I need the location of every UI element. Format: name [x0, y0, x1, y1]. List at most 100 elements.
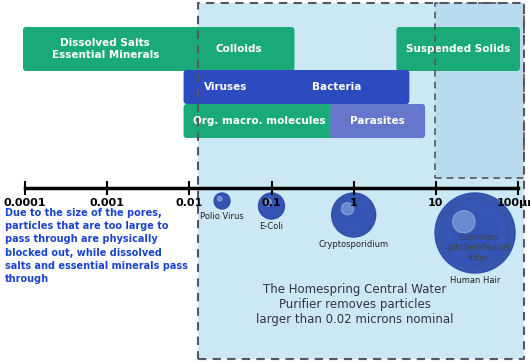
- Circle shape: [219, 198, 225, 204]
- Circle shape: [341, 203, 366, 227]
- Circle shape: [214, 193, 230, 209]
- Circle shape: [351, 213, 356, 217]
- FancyBboxPatch shape: [183, 27, 295, 71]
- Circle shape: [259, 193, 284, 219]
- Circle shape: [337, 199, 370, 232]
- Circle shape: [344, 205, 364, 225]
- Circle shape: [449, 207, 501, 259]
- Circle shape: [261, 196, 282, 216]
- Circle shape: [218, 197, 226, 205]
- Circle shape: [341, 203, 354, 215]
- Text: 100μm: 100μm: [497, 198, 530, 208]
- Circle shape: [471, 229, 479, 237]
- Circle shape: [467, 225, 483, 241]
- Bar: [435, 3, 524, 178]
- Circle shape: [262, 196, 281, 216]
- Circle shape: [220, 199, 224, 203]
- Circle shape: [218, 197, 226, 205]
- Circle shape: [332, 193, 376, 237]
- Circle shape: [264, 199, 271, 206]
- FancyBboxPatch shape: [396, 27, 520, 71]
- Circle shape: [445, 203, 505, 263]
- Circle shape: [332, 193, 376, 237]
- Text: 1: 1: [350, 198, 358, 208]
- Circle shape: [269, 203, 274, 209]
- Circle shape: [337, 199, 370, 232]
- Text: Cryptosporidium: Cryptosporidium: [319, 240, 388, 249]
- Circle shape: [262, 196, 281, 216]
- Text: Parasites: Parasites: [350, 116, 405, 126]
- Circle shape: [266, 201, 277, 211]
- Circle shape: [270, 204, 273, 208]
- Text: Suspended Solids: Suspended Solids: [406, 44, 510, 54]
- Circle shape: [447, 205, 503, 261]
- Text: Colloids: Colloids: [216, 44, 262, 54]
- Circle shape: [259, 193, 285, 219]
- Circle shape: [334, 195, 374, 235]
- Circle shape: [264, 198, 279, 214]
- Circle shape: [437, 195, 513, 271]
- Circle shape: [346, 207, 361, 223]
- Circle shape: [268, 203, 275, 209]
- FancyBboxPatch shape: [330, 104, 425, 138]
- Text: Polio Virus: Polio Virus: [200, 212, 244, 221]
- Circle shape: [435, 193, 515, 273]
- Circle shape: [220, 199, 224, 203]
- Circle shape: [217, 196, 227, 206]
- Circle shape: [215, 193, 229, 209]
- Circle shape: [333, 194, 375, 236]
- Circle shape: [439, 197, 511, 269]
- FancyBboxPatch shape: [183, 104, 334, 138]
- Circle shape: [443, 201, 507, 265]
- Circle shape: [453, 211, 475, 233]
- Circle shape: [345, 206, 363, 224]
- Circle shape: [350, 212, 357, 218]
- Circle shape: [340, 202, 367, 228]
- Circle shape: [349, 211, 358, 219]
- FancyBboxPatch shape: [264, 70, 409, 104]
- Circle shape: [260, 195, 282, 217]
- Circle shape: [271, 205, 272, 207]
- Text: 0.01: 0.01: [176, 198, 203, 208]
- Circle shape: [453, 211, 497, 255]
- Circle shape: [216, 195, 228, 207]
- Circle shape: [266, 200, 277, 212]
- Circle shape: [343, 204, 365, 226]
- Text: Dissolved Salts
Essential Minerals: Dissolved Salts Essential Minerals: [51, 38, 159, 60]
- Circle shape: [461, 219, 489, 247]
- Circle shape: [445, 203, 505, 263]
- Circle shape: [348, 209, 359, 220]
- Text: Human Hair: Human Hair: [450, 276, 500, 285]
- FancyBboxPatch shape: [183, 70, 268, 104]
- Circle shape: [260, 194, 283, 218]
- Circle shape: [216, 195, 227, 207]
- Circle shape: [217, 196, 227, 206]
- Circle shape: [221, 200, 223, 202]
- Circle shape: [473, 231, 477, 235]
- Circle shape: [347, 208, 360, 221]
- Text: Due to the size of the pores,
particles that are too large to
pass through are p: Due to the size of the pores, particles …: [5, 208, 188, 284]
- Text: Bacteria: Bacteria: [312, 82, 361, 92]
- Text: E-Coli: E-Coli: [260, 222, 284, 231]
- Circle shape: [215, 194, 229, 208]
- Circle shape: [469, 227, 481, 239]
- Text: 0.1: 0.1: [262, 198, 281, 208]
- Text: Org. macro. molecules: Org. macro. molecules: [192, 116, 325, 126]
- Circle shape: [441, 199, 509, 267]
- Circle shape: [267, 201, 276, 211]
- Text: Common
pitcher/faucet
filter: Common pitcher/faucet filter: [447, 233, 511, 263]
- Text: 10: 10: [428, 198, 444, 208]
- Circle shape: [217, 196, 222, 201]
- Text: Viruses: Viruses: [204, 82, 248, 92]
- Circle shape: [215, 194, 229, 208]
- Circle shape: [455, 213, 495, 253]
- Circle shape: [259, 193, 285, 219]
- Circle shape: [216, 195, 228, 207]
- Circle shape: [435, 193, 515, 273]
- FancyBboxPatch shape: [23, 27, 188, 71]
- Circle shape: [264, 199, 279, 213]
- Bar: [198, 3, 524, 359]
- Circle shape: [216, 195, 228, 207]
- Circle shape: [451, 209, 499, 257]
- Circle shape: [335, 196, 373, 234]
